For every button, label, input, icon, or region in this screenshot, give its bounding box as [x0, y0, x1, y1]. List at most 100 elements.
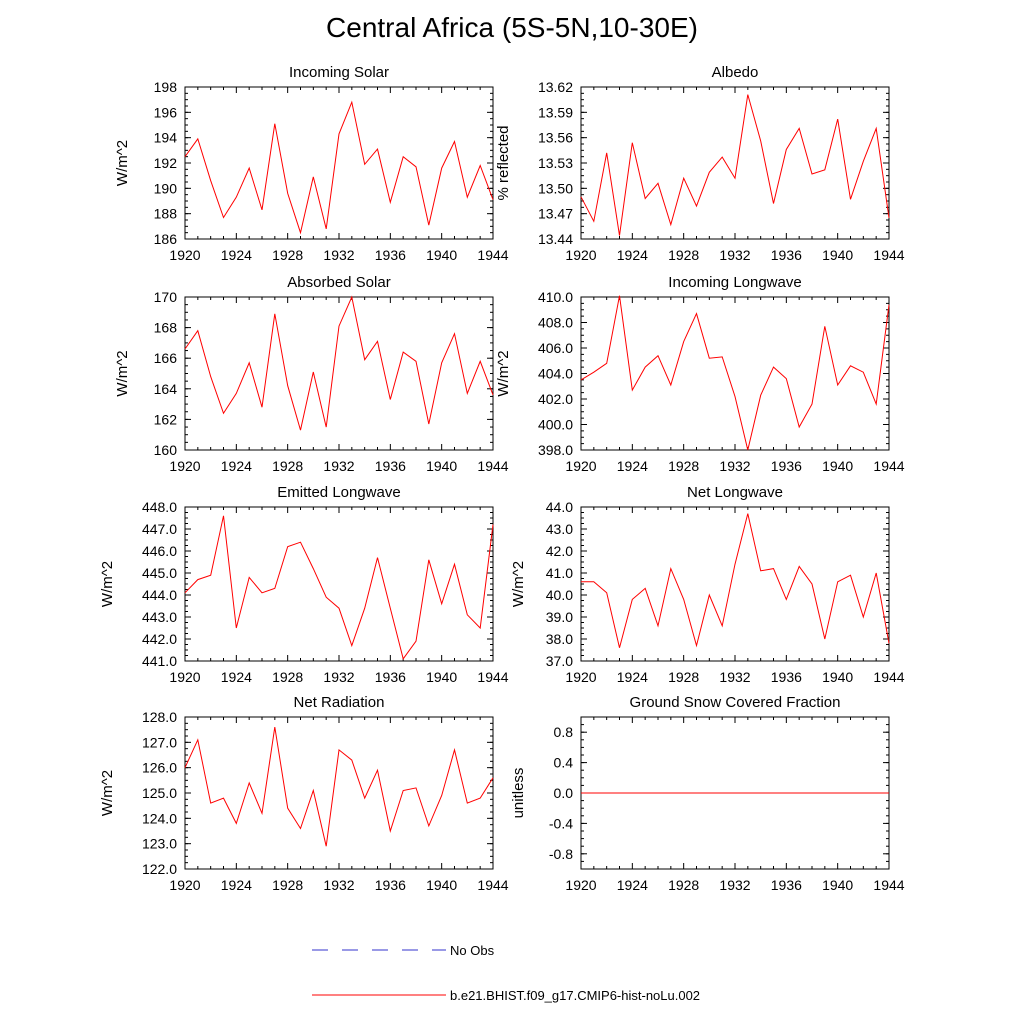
- panel-title: Incoming Solar: [289, 64, 389, 81]
- panel-title: Absorbed Solar: [287, 274, 390, 291]
- x-tick-label: 1944: [873, 669, 904, 685]
- x-tick-label: 1924: [221, 247, 252, 263]
- x-tick-label: 1940: [822, 877, 853, 893]
- x-tick-label: 1924: [221, 877, 252, 893]
- x-tick-label: 1920: [565, 669, 596, 685]
- y-axis-label: unitless: [510, 768, 527, 819]
- x-tick-label: 1944: [873, 877, 904, 893]
- y-tick-label: 166: [154, 350, 178, 366]
- y-tick-label: 164: [154, 381, 178, 397]
- x-tick-label: 1944: [873, 458, 904, 474]
- y-tick-label: 13.53: [538, 155, 573, 171]
- y-tick-label: 124.0: [142, 810, 177, 826]
- x-tick-label: 1936: [771, 877, 802, 893]
- y-axis-label: W/m^2: [114, 140, 131, 186]
- y-tick-label: 38.0: [546, 631, 573, 647]
- y-tick-label: 13.62: [538, 79, 573, 95]
- y-tick-label: 400.0: [538, 417, 573, 433]
- y-tick-label: 196: [154, 104, 178, 120]
- x-tick-label: 1920: [169, 247, 200, 263]
- y-tick-label: 122.0: [142, 861, 177, 877]
- series-line: [184, 100, 494, 235]
- x-tick-label: 1936: [375, 458, 406, 474]
- y-tick-label: 441.0: [142, 653, 177, 669]
- y-tick-label: 128.0: [142, 709, 177, 725]
- x-tick-label: 1924: [617, 458, 648, 474]
- x-tick-label: 1920: [565, 247, 596, 263]
- x-tick-label: 1932: [323, 458, 354, 474]
- y-tick-label: 126.0: [142, 760, 177, 776]
- x-tick-label: 1932: [323, 247, 354, 263]
- x-tick-label: 1924: [617, 669, 648, 685]
- y-tick-label: 170: [154, 289, 178, 305]
- x-tick-label: 1932: [719, 669, 750, 685]
- panel-absorbed-solar: Absorbed Solar W/m^2 1920 1924 1928 1932 1936 1…: [114, 274, 509, 474]
- y-axis-label: W/m^2: [99, 770, 116, 816]
- series-line: [581, 513, 890, 648]
- y-axis-label: W/m^2: [99, 561, 116, 607]
- y-tick-label: 125.0: [142, 785, 177, 801]
- y-tick-label: 447.0: [142, 521, 177, 537]
- x-tick-label: 1928: [668, 458, 699, 474]
- x-tick-label: 1924: [617, 247, 648, 263]
- x-tick-label: 1944: [477, 247, 508, 263]
- x-tick-label: 1936: [375, 877, 406, 893]
- y-tick-label: 192: [154, 155, 178, 171]
- y-tick-label: 446.0: [142, 543, 177, 559]
- y-tick-label: 445.0: [142, 565, 177, 581]
- panel-title: Emitted Longwave: [277, 484, 400, 501]
- x-tick-label: 1944: [477, 458, 508, 474]
- x-tick-label: 1940: [426, 877, 457, 893]
- panel-ground-snow-covered-fraction: Ground Snow Covered Fraction unitless 1920…: [510, 694, 905, 893]
- x-tick-label: 1928: [272, 247, 303, 263]
- plot-frame: [580, 86, 890, 240]
- y-tick-label: 0.4: [554, 755, 574, 771]
- panel-net-longwave: Net Longwave W/m^2 1920 1924 1928 1932 1936 194…: [510, 484, 905, 685]
- series-line: [184, 727, 494, 847]
- x-tick-label: 1928: [668, 247, 699, 263]
- y-tick-label: 13.47: [538, 206, 573, 222]
- legend: No Obs b.e21.BHIST.f09_g17.CMIP6-hist-noL…: [312, 943, 700, 1003]
- y-tick-label: 410.0: [538, 289, 573, 305]
- x-tick-label: 1928: [272, 877, 303, 893]
- panel-albedo: Albedo % reflected 1920 1924 1928 1932 1936 194…: [495, 64, 905, 263]
- x-tick-label: 1940: [822, 669, 853, 685]
- legend-label-obs: No Obs: [450, 943, 495, 958]
- y-tick-label: 186: [154, 231, 178, 247]
- y-tick-label: 123.0: [142, 836, 177, 852]
- x-tick-label: 1920: [169, 877, 200, 893]
- y-tick-label: 41.0: [546, 565, 573, 581]
- y-tick-label: 402.0: [538, 391, 573, 407]
- y-tick-label: 408.0: [538, 315, 573, 331]
- x-tick-label: 1924: [221, 669, 252, 685]
- panel-net-radiation: Net Radiation W/m^2 1920 1924 1928 1932 1936 19…: [99, 694, 509, 893]
- x-tick-label: 1928: [668, 877, 699, 893]
- y-tick-label: -0.4: [549, 815, 573, 831]
- x-tick-label: 1920: [565, 458, 596, 474]
- x-tick-label: 1924: [221, 458, 252, 474]
- plot-frame: [580, 506, 890, 662]
- x-tick-label: 1944: [477, 877, 508, 893]
- x-tick-label: 1940: [426, 247, 457, 263]
- y-tick-label: 40.0: [546, 587, 573, 603]
- panel-title: Ground Snow Covered Fraction: [630, 694, 841, 711]
- x-tick-label: 1936: [771, 669, 802, 685]
- y-tick-label: 194: [154, 130, 178, 146]
- y-tick-label: 198: [154, 79, 178, 95]
- y-tick-label: 13.56: [538, 130, 573, 146]
- y-tick-label: 13.59: [538, 104, 573, 120]
- y-tick-label: 44.0: [546, 499, 573, 515]
- x-tick-label: 1936: [771, 247, 802, 263]
- x-tick-label: 1920: [169, 458, 200, 474]
- x-tick-label: 1940: [822, 458, 853, 474]
- panel-title: Net Longwave: [687, 484, 783, 501]
- x-tick-label: 1940: [822, 247, 853, 263]
- x-tick-label: 1936: [771, 458, 802, 474]
- plot-frame: [580, 296, 890, 451]
- x-tick-label: 1928: [272, 458, 303, 474]
- x-tick-label: 1932: [323, 669, 354, 685]
- x-tick-label: 1932: [719, 877, 750, 893]
- y-axis-label: W/m^2: [495, 350, 512, 396]
